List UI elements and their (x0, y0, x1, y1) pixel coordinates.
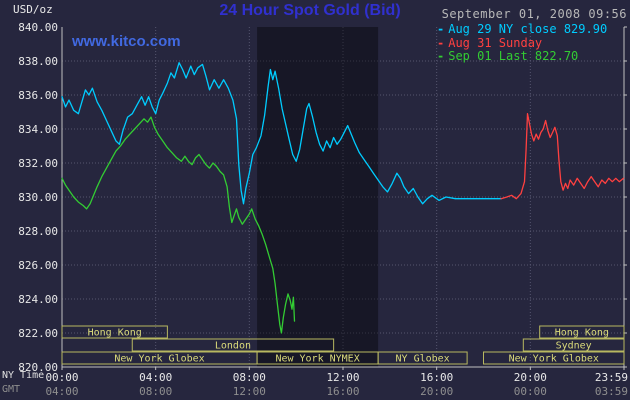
series-line-aug29 (61, 62, 502, 205)
legend-label: Aug 31 Sunday (448, 35, 543, 50)
legend-label: Aug 29 NY close 829.90 (448, 22, 608, 36)
x-axis-label-gmt: 08:00 (139, 385, 172, 398)
legend-dash-icon: - (437, 49, 445, 63)
session-box (522, 338, 625, 352)
session-label: New York Globex (114, 354, 204, 365)
x-axis-label-gmt: 00:00 (514, 385, 547, 398)
series-line-aug31 (500, 113, 625, 200)
session-box (377, 351, 468, 365)
session-box (61, 325, 168, 339)
session-label: London (215, 341, 251, 352)
y-axis-label: 820.00 (18, 361, 58, 374)
legend-item-aug31: - Aug 31 Sunday (437, 35, 607, 51)
y-axis-label: 838.00 (18, 55, 58, 68)
series-line-sep01 (61, 116, 296, 334)
session-label: Sydney (556, 341, 592, 352)
session-box (131, 338, 335, 352)
session-label: NY Globex (396, 354, 450, 365)
chart-datetime: September 01, 2008 09:56 (441, 7, 627, 21)
x-axis-label-gmt: 16:00 (326, 385, 359, 398)
unit-label: USD/oz (13, 3, 53, 16)
y-axis-label: 824.00 (18, 293, 58, 306)
x-axis-label-ny: 12:00 (326, 371, 359, 384)
x-axis-label-ny: 04:00 (139, 371, 172, 384)
session-label: Hong Kong (88, 328, 142, 339)
session-box (539, 325, 625, 339)
x-axis-label-gmt: 12:00 (233, 385, 266, 398)
y-axis-label: 822.00 (18, 327, 58, 340)
ny-time-axis-label: NY Time (2, 370, 45, 381)
nymex-session-band (257, 27, 379, 367)
legend-dash-icon: - (437, 35, 445, 50)
session-label: New York Globex (509, 354, 599, 365)
x-axis-label-ny: 08:00 (233, 371, 266, 384)
session-label: Hong Kong (555, 328, 609, 339)
y-axis-label: 828.00 (18, 225, 58, 238)
x-axis-label-gmt: 03:59 (595, 385, 628, 398)
x-axis-label-ny: 23:59 (595, 371, 628, 384)
session-label: New York NYMEX (275, 354, 359, 365)
x-axis-label-ny: 16:00 (420, 371, 453, 384)
x-axis-label-gmt: 04:00 (45, 385, 78, 398)
chart-title: 24 Hour Spot Gold (Bid) (219, 2, 401, 19)
x-axis-label-gmt: 20:00 (420, 385, 453, 398)
kitco-watermark: www.kitco.com (72, 33, 181, 50)
x-axis-label-ny: 20:00 (514, 371, 547, 384)
gmt-axis-label: GMT (2, 384, 21, 395)
y-axis-label: 840.00 (18, 21, 58, 34)
x-axis-label-ny: 00:00 (45, 371, 78, 384)
chart-legend: - Aug 29 NY close 829.90 - Aug 31 Sunday -… (437, 22, 608, 64)
y-axis-label: 830.00 (18, 191, 58, 204)
y-axis-label: 826.00 (18, 259, 58, 272)
legend-item-aug29: - Aug 29 NY close 829.90 (437, 22, 608, 37)
legend-dash-icon: - (437, 22, 445, 36)
legend-item-sep01: - Sep 01 Last 822.70 (437, 49, 607, 64)
y-axis-label: 834.00 (18, 123, 58, 136)
legend-label: Sep 01 Last 822.70 (448, 49, 579, 63)
y-axis-label: 832.00 (18, 157, 58, 170)
session-box (483, 351, 625, 365)
y-axis-label: 836.00 (18, 89, 58, 102)
